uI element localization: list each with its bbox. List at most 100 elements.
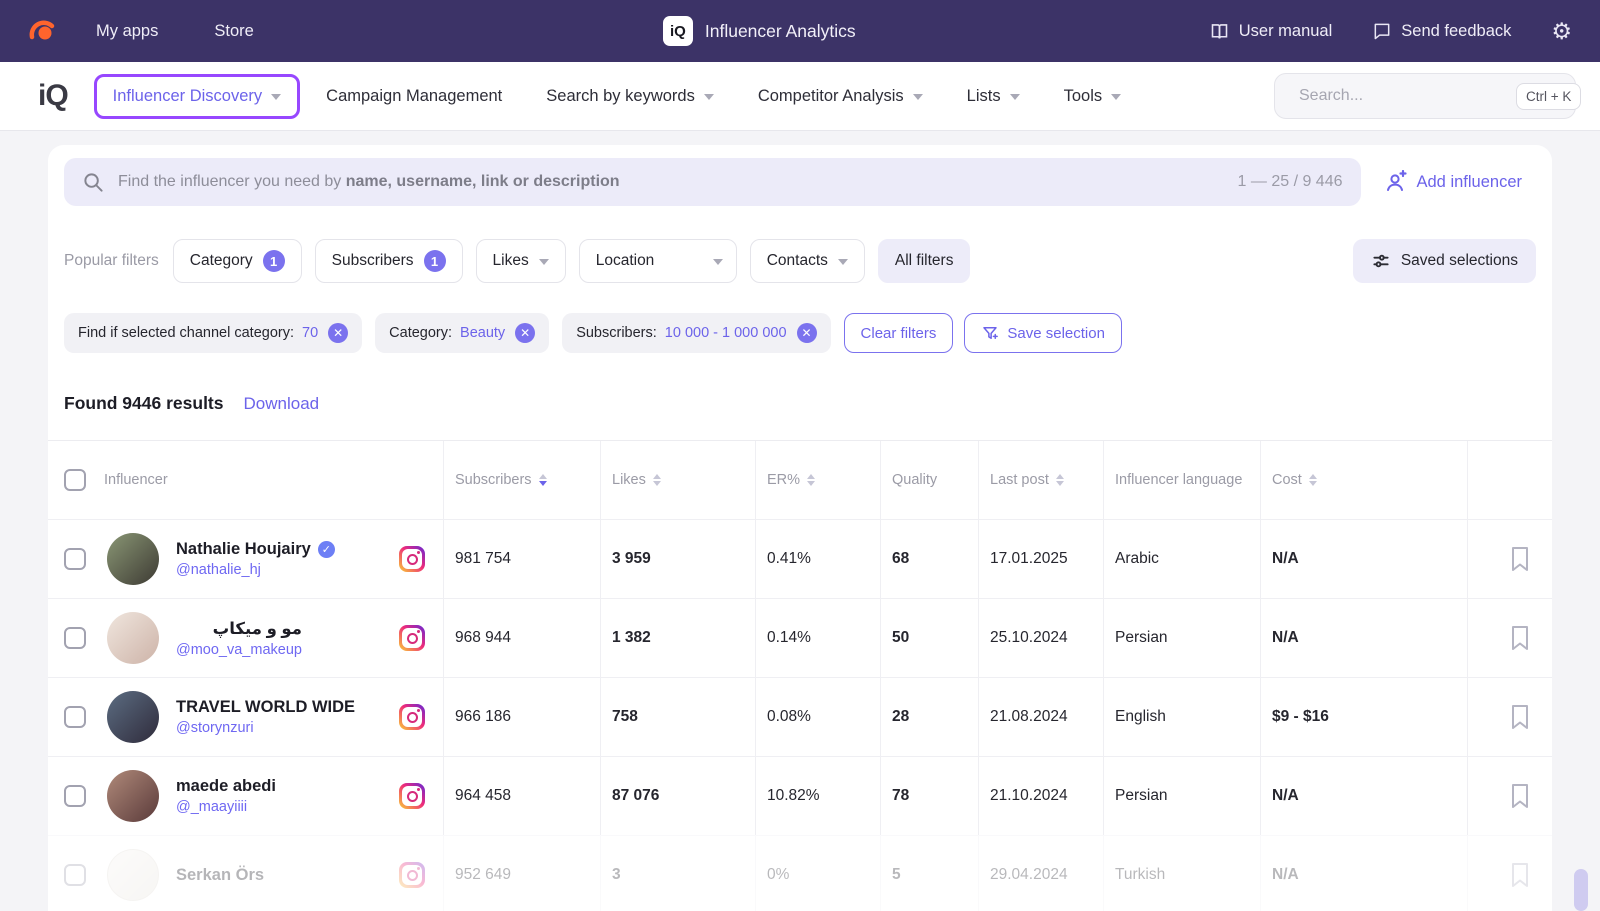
send-feedback-label: Send feedback xyxy=(1401,22,1511,41)
influencer-handle[interactable]: @nathalie_hj xyxy=(176,562,335,578)
all-filters-label: All filters xyxy=(895,252,954,270)
send-feedback-link[interactable]: Send feedback xyxy=(1372,21,1511,41)
language-value: Persian xyxy=(1115,787,1168,805)
instagram-icon[interactable] xyxy=(399,625,425,651)
filter-contacts[interactable]: Contacts xyxy=(750,239,865,283)
instagram-icon[interactable] xyxy=(399,783,425,809)
user-manual-label: User manual xyxy=(1239,22,1333,41)
avatar[interactable] xyxy=(107,612,159,664)
save-selection-button[interactable]: Save selection xyxy=(964,313,1122,353)
influencer-handle[interactable]: @_maayiiii xyxy=(176,799,276,815)
search-placeholder: Find the influencer you need by name, us… xyxy=(118,173,620,191)
header-er[interactable]: ER% xyxy=(767,472,800,488)
settings-gear-icon[interactable]: ⚙ xyxy=(1551,20,1572,43)
filter-label: Subscribers xyxy=(332,252,414,270)
chevron-down-icon xyxy=(913,94,923,100)
scrollbar-thumb[interactable] xyxy=(1574,869,1588,911)
chevron-down-icon xyxy=(713,259,723,265)
influencer-name[interactable]: مو و میکاپ xyxy=(213,619,302,639)
instagram-icon[interactable] xyxy=(399,546,425,572)
filter-location[interactable]: Location xyxy=(579,239,737,283)
row-checkbox[interactable] xyxy=(64,785,86,807)
influencer-table: Influencer Subscribers Likes ER% Quality… xyxy=(48,440,1552,911)
header-last-post[interactable]: Last post xyxy=(990,472,1049,488)
influencer-handle[interactable]: @storynzuri xyxy=(176,720,355,736)
select-all-checkbox[interactable] xyxy=(64,469,86,491)
nav-influencer-discovery[interactable]: Influencer Discovery xyxy=(113,87,281,106)
influencer-name[interactable]: maede abedi xyxy=(176,777,276,796)
clear-filters-label: Clear filters xyxy=(861,325,937,342)
filter-likes[interactable]: Likes xyxy=(476,239,566,283)
app-title: Influencer Analytics xyxy=(705,21,856,42)
header-subscribers[interactable]: Subscribers xyxy=(455,472,532,488)
nav-tools[interactable]: Tools xyxy=(1064,87,1122,106)
header-likes[interactable]: Likes xyxy=(612,472,646,488)
chevron-down-icon xyxy=(1111,94,1121,100)
semrush-logo[interactable] xyxy=(28,16,58,46)
global-search-input[interactable] xyxy=(1299,87,1506,105)
chevron-down-icon xyxy=(704,94,714,100)
download-link[interactable]: Download xyxy=(244,394,320,414)
row-checkbox[interactable] xyxy=(64,864,86,886)
nav-label: Influencer Discovery xyxy=(113,87,262,106)
filter-category[interactable]: Category 1 xyxy=(173,239,302,283)
funnel-plus-icon xyxy=(981,324,999,342)
saved-selections-button[interactable]: Saved selections xyxy=(1353,239,1536,283)
influencer-name[interactable]: TRAVEL WORLD WIDE xyxy=(176,698,355,717)
shortcut-badge: Ctrl + K xyxy=(1516,83,1581,110)
nav-campaign-management[interactable]: Campaign Management xyxy=(326,87,502,106)
influencer-handle[interactable]: @moo_va_makeup xyxy=(176,642,302,658)
sort-icon[interactable] xyxy=(807,474,815,486)
sort-icon[interactable] xyxy=(653,474,661,486)
avatar[interactable] xyxy=(107,849,159,901)
instagram-icon[interactable] xyxy=(399,862,425,888)
quality-value: 78 xyxy=(892,787,909,805)
nav-search-by-keywords[interactable]: Search by keywords xyxy=(546,87,714,106)
store-link[interactable]: Store xyxy=(214,22,253,41)
avatar[interactable] xyxy=(107,770,159,822)
app-header: iQ Influencer Analytics xyxy=(310,16,1209,46)
clear-filters-button[interactable]: Clear filters xyxy=(844,313,954,353)
remove-filter-icon[interactable]: ✕ xyxy=(797,323,817,343)
influencer-name[interactable]: Serkan Örs xyxy=(176,866,264,885)
language-value: Persian xyxy=(1115,629,1168,647)
bookmark-icon[interactable] xyxy=(1510,546,1530,572)
applied-filter-value: Beauty xyxy=(460,325,505,341)
nav-label: Competitor Analysis xyxy=(758,87,904,106)
nav-competitor-analysis[interactable]: Competitor Analysis xyxy=(758,87,923,106)
instagram-icon[interactable] xyxy=(399,704,425,730)
likes-value: 3 959 xyxy=(612,550,651,568)
my-apps-link[interactable]: My apps xyxy=(96,22,158,41)
influencer-analytics-logo-icon: iQ xyxy=(663,16,693,46)
bookmark-icon[interactable] xyxy=(1510,625,1530,651)
remove-filter-icon[interactable]: ✕ xyxy=(515,323,535,343)
row-checkbox[interactable] xyxy=(64,706,86,728)
quality-value: 68 xyxy=(892,550,909,568)
add-influencer-button[interactable]: Add influencer xyxy=(1383,170,1523,194)
avatar[interactable] xyxy=(107,691,159,743)
applied-filter-subscribers: Subscribers: 10 000 - 1 000 000 ✕ xyxy=(562,313,830,353)
cost-value: N/A xyxy=(1272,787,1299,805)
nav-lists[interactable]: Lists xyxy=(967,87,1020,106)
er-value: 0% xyxy=(767,866,789,884)
header-cost[interactable]: Cost xyxy=(1272,472,1302,488)
filter-subscribers[interactable]: Subscribers 1 xyxy=(315,239,463,283)
language-value: Arabic xyxy=(1115,550,1159,568)
user-manual-link[interactable]: User manual xyxy=(1209,21,1333,42)
remove-filter-icon[interactable]: ✕ xyxy=(328,323,348,343)
row-checkbox[interactable] xyxy=(64,548,86,570)
chevron-down-icon xyxy=(539,259,549,265)
sort-icon[interactable] xyxy=(1056,474,1064,486)
all-filters-button[interactable]: All filters xyxy=(878,239,971,283)
global-search[interactable]: Ctrl + K xyxy=(1274,73,1576,119)
avatar[interactable] xyxy=(107,533,159,585)
influencer-search-field[interactable]: Find the influencer you need by name, us… xyxy=(64,158,1361,206)
verified-badge-icon: ✓ xyxy=(318,541,335,558)
sort-icon[interactable] xyxy=(1309,474,1317,486)
bookmark-icon[interactable] xyxy=(1510,862,1530,888)
row-checkbox[interactable] xyxy=(64,627,86,649)
influencer-name[interactable]: Nathalie Houjairy xyxy=(176,540,311,559)
sort-icon[interactable] xyxy=(539,474,547,486)
bookmark-icon[interactable] xyxy=(1510,783,1530,809)
bookmark-icon[interactable] xyxy=(1510,704,1530,730)
